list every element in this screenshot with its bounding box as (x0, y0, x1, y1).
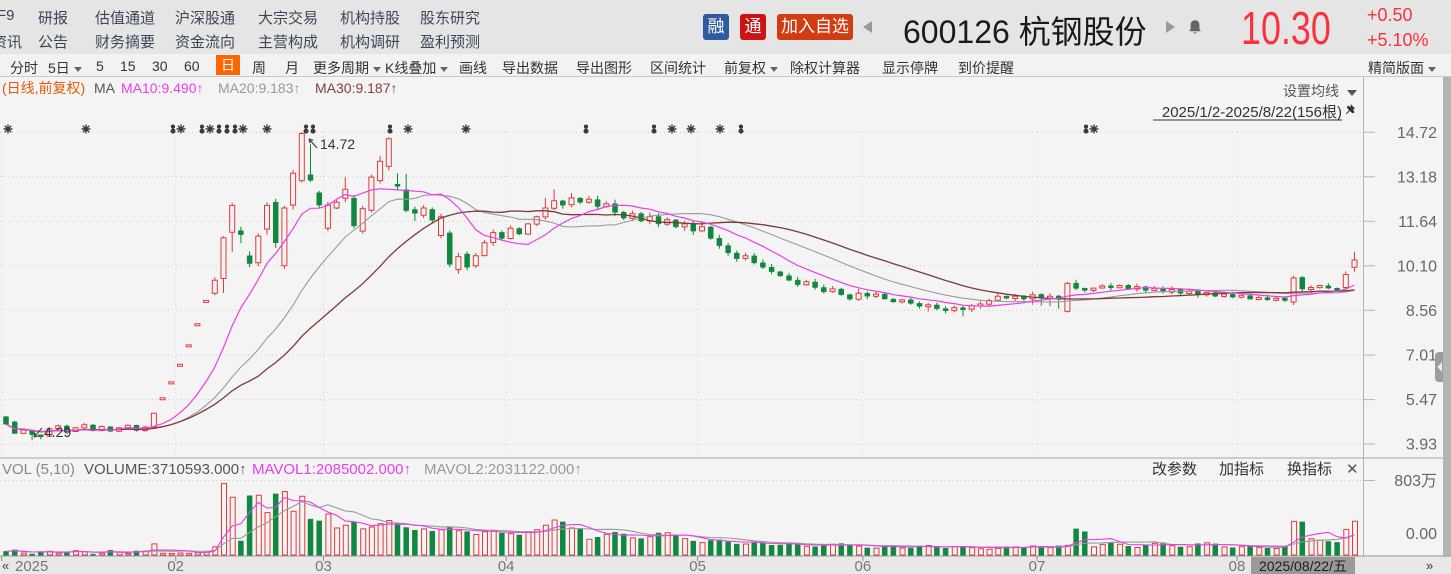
svg-text:8.56: 8.56 (1406, 303, 1437, 320)
svg-text:4.29: 4.29 (44, 424, 71, 440)
svg-text:MA10:9.490↑: MA10:9.490↑ (121, 80, 204, 96)
svg-text:14.72: 14.72 (1397, 125, 1437, 142)
svg-text:02: 02 (167, 558, 184, 574)
svg-text:06: 06 (855, 558, 872, 574)
svg-text:MAVOL2:2031122.000↑: MAVOL2:2031122.000↑ (424, 461, 582, 478)
svg-text:10.10: 10.10 (1397, 258, 1437, 275)
svg-text:3.93: 3.93 (1406, 437, 1437, 454)
svg-text:07: 07 (1029, 558, 1046, 574)
svg-text:MA20:9.183↑: MA20:9.183↑ (218, 80, 301, 96)
svg-text:(日线,前复权): (日线,前复权) (2, 80, 85, 96)
svg-text:11.64: 11.64 (1398, 214, 1437, 231)
svg-text:«: « (2, 558, 9, 573)
svg-text:0.00: 0.00 (1406, 526, 1437, 543)
svg-text:08: 08 (1229, 558, 1246, 574)
svg-text:MA30:9.187↑: MA30:9.187↑ (315, 80, 398, 96)
svg-text:14.72: 14.72 (320, 136, 355, 152)
svg-text:7.01: 7.01 (1406, 348, 1437, 365)
svg-text:加指标: 加指标 (1219, 461, 1264, 478)
svg-text:803万: 803万 (1394, 473, 1437, 490)
svg-text:换指标: 换指标 (1287, 461, 1332, 478)
svg-text:2025/08/22/五: 2025/08/22/五 (1259, 558, 1347, 574)
svg-text:✕: ✕ (1346, 461, 1359, 478)
svg-text:5.47: 5.47 (1406, 392, 1437, 409)
svg-text:2025: 2025 (15, 558, 48, 574)
svg-text:04: 04 (498, 558, 515, 574)
svg-text:MA: MA (94, 80, 116, 96)
svg-text:05: 05 (689, 558, 706, 574)
svg-text:13.18: 13.18 (1397, 169, 1437, 186)
svg-text:改参数: 改参数 (1152, 461, 1197, 478)
svg-text:03: 03 (315, 558, 332, 574)
svg-text:VOL (5,10): VOL (5,10) (2, 461, 75, 478)
svg-text:2025/1/2-2025/8/22(156根): 2025/1/2-2025/8/22(156根) (1162, 104, 1342, 121)
svg-text:»: » (1426, 558, 1433, 573)
svg-text:MAVOL1:2085002.000↑: MAVOL1:2085002.000↑ (252, 461, 411, 478)
svg-text:VOLUME:3710593.000↑: VOLUME:3710593.000↑ (84, 461, 247, 478)
svg-text:设置均线: 设置均线 (1283, 83, 1339, 99)
